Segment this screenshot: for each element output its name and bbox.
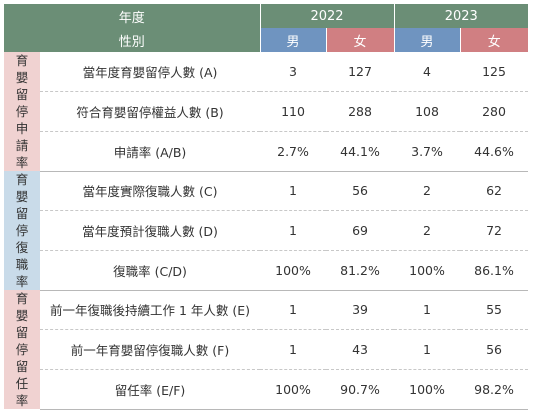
male-2023-value: 3.7% [394,131,461,172]
male-2023-header: 男 [394,28,461,52]
female-2022-value: 44.1% [326,131,395,172]
male-2022-value: 3 [260,52,327,92]
male-2022-value: 1 [260,329,327,370]
female-2023-value: 125 [460,52,529,92]
male-2023-value: 1 [394,290,461,331]
table-row: 復職率 (C/D) 100% 81.2% 100% 86.1% [4,250,529,291]
female-2023-value: 55 [460,290,529,331]
row-label: 前一年復職後持續工作 1 年人數 (E) [40,290,261,331]
table-row: 申請率 (A/B) 2.7% 44.1% 3.7% 44.6% [4,131,529,172]
male-2023-value: 4 [394,52,461,92]
female-2022-value: 69 [326,210,395,251]
row-label: 符合育嬰留停權益人數 (B) [40,91,261,132]
female-2022-value: 81.2% [326,250,395,291]
female-2023-value: 98.2% [460,369,529,410]
year-2023-header: 2023 [394,4,529,28]
row-label: 當年度育嬰留停人數 (A) [40,52,261,92]
table-row: 留任率 (E/F) 100% 90.7% 100% 98.2% [4,369,529,410]
female-2022-value: 90.7% [326,369,395,410]
category-retention-rate: 育嬰留停留任率 [4,290,40,409]
table-row: 育嬰留停留任率 前一年復職後持續工作 1 年人數 (E) 1 39 1 55 [4,290,529,409]
male-2022-header: 男 [260,28,327,52]
female-2023-value: 280 [460,91,529,132]
female-2022-value: 288 [326,91,395,132]
female-2023-value: 56 [460,329,529,370]
male-2023-value: 2 [394,171,461,212]
year-2022-header: 2022 [260,4,395,28]
male-2023-value: 100% [394,250,461,291]
year-header-label: 年度 [4,4,261,28]
table-row: 育嬰留停復職率 當年度實際復職人數 (C) 1 56 2 62 [4,171,529,290]
header-row-year: 年度 2022 2023 [4,4,529,28]
male-2022-value: 1 [260,210,327,251]
gender-header-label: 性別 [4,28,261,52]
category-return-rate: 育嬰留停復職率 [4,171,40,290]
female-2022-value: 43 [326,329,395,370]
table-row: 前一年育嬰留停復職人數 (F) 1 43 1 56 [4,329,529,370]
table-row: 符合育嬰留停權益人數 (B) 110 288 108 280 [4,91,529,132]
male-2022-value: 100% [260,369,327,410]
row-label: 當年度預計復職人數 (D) [40,210,261,251]
row-label: 當年度實際復職人數 (C) [40,171,261,212]
female-2023-value: 72 [460,210,529,251]
male-2022-value: 100% [260,250,327,291]
male-2022-value: 110 [260,91,327,132]
female-2023-value: 62 [460,171,529,212]
male-2022-value: 1 [260,290,327,331]
female-2023-header: 女 [460,28,529,52]
row-label: 復職率 (C/D) [40,250,261,291]
table-row: 育嬰留停申請率 當年度育嬰留停人數 (A) 3 127 4 125 [4,52,529,171]
row-label: 前一年育嬰留停復職人數 (F) [40,329,261,370]
male-2023-value: 2 [394,210,461,251]
male-2023-value: 100% [394,369,461,410]
row-label: 申請率 (A/B) [40,131,261,172]
male-2023-value: 108 [394,91,461,132]
header-row-gender: 性別 男 女 男 女 [4,28,529,52]
parental-leave-table: 年度 2022 2023 性別 男 女 男 女 育嬰留停申請率 當年度育嬰留停人… [4,4,529,410]
female-2022-value: 56 [326,171,395,212]
female-2022-value: 39 [326,290,395,331]
male-2023-value: 1 [394,329,461,370]
female-2022-header: 女 [326,28,395,52]
female-2022-value: 127 [326,52,395,92]
female-2023-value: 44.6% [460,131,529,172]
male-2022-value: 1 [260,171,327,212]
female-2023-value: 86.1% [460,250,529,291]
table-row: 當年度預計復職人數 (D) 1 69 2 72 [4,210,529,251]
male-2022-value: 2.7% [260,131,327,172]
category-application-rate: 育嬰留停申請率 [4,52,40,171]
row-label: 留任率 (E/F) [40,369,261,410]
